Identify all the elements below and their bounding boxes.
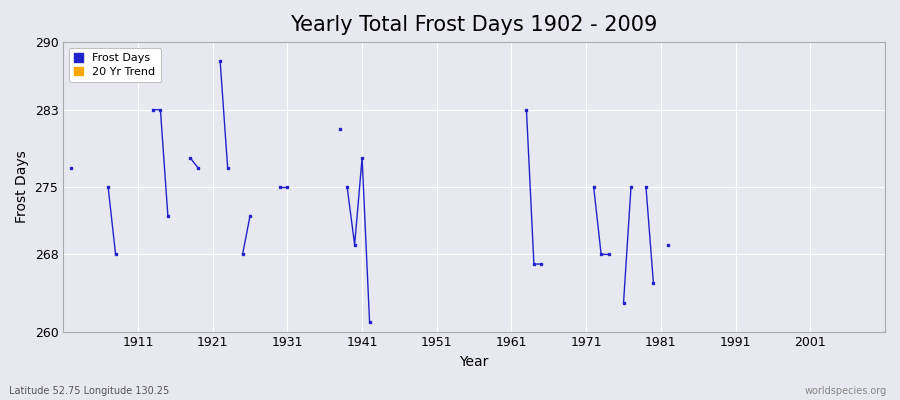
Text: worldspecies.org: worldspecies.org	[805, 386, 886, 396]
Title: Yearly Total Frost Days 1902 - 2009: Yearly Total Frost Days 1902 - 2009	[291, 15, 658, 35]
Y-axis label: Frost Days: Frost Days	[15, 150, 29, 223]
Text: Latitude 52.75 Longitude 130.25: Latitude 52.75 Longitude 130.25	[9, 386, 169, 396]
Legend: Frost Days, 20 Yr Trend: Frost Days, 20 Yr Trend	[68, 48, 161, 82]
X-axis label: Year: Year	[460, 355, 489, 369]
